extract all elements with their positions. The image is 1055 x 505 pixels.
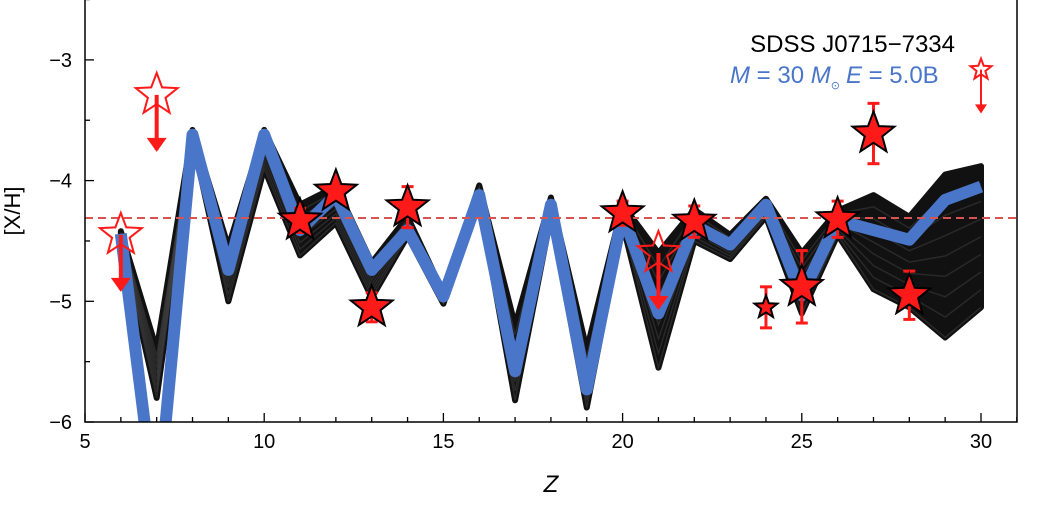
observations xyxy=(97,55,995,330)
upper-limit-arrowhead-icon xyxy=(975,104,987,114)
observation-z7 xyxy=(133,70,181,152)
observation-z26 xyxy=(813,194,862,240)
filled-star-marker-icon xyxy=(383,182,432,228)
x-tick-label: 15 xyxy=(432,431,454,453)
star-name-label: SDSS J0715−7334 xyxy=(750,31,955,58)
open-star-marker-icon xyxy=(967,55,995,81)
x-tick-labels: 5 10 15 20 25 30 xyxy=(79,431,992,453)
filled-star-marker-icon xyxy=(312,166,360,212)
y-tick-labels: −6 −5 −4 −3 xyxy=(49,50,72,434)
model-mass-symbol: M xyxy=(730,62,750,89)
y-tick-label: −4 xyxy=(49,171,72,193)
filled-star-marker-icon xyxy=(751,292,781,320)
observation-z13 xyxy=(348,282,396,328)
model-line xyxy=(114,128,984,422)
observation-z22 xyxy=(670,196,718,242)
y-tick-label: −6 xyxy=(49,412,72,434)
axis-ticks xyxy=(84,0,1018,423)
y-tick-label: −5 xyxy=(49,291,72,313)
x-axis-label: Z xyxy=(543,471,560,498)
filled-star-marker-icon xyxy=(598,188,647,234)
observation-z12 xyxy=(312,166,360,212)
y-tick-label: −3 xyxy=(49,50,72,72)
observation-z25 xyxy=(778,249,826,325)
filled-star-marker-icon xyxy=(885,270,933,316)
x-tick-label: 5 xyxy=(79,431,90,453)
filled-star-marker-icon xyxy=(813,194,862,240)
observation-z27 xyxy=(849,101,898,166)
observation-z30 xyxy=(967,55,995,114)
upper-limit-arrowhead-icon xyxy=(110,277,131,292)
model-line-path xyxy=(114,128,984,422)
model-energy-value: = 5.0B xyxy=(862,62,939,89)
x-tick-label: 20 xyxy=(611,431,633,453)
model-sun-symbol: ⊙ xyxy=(831,80,840,92)
observation-z28 xyxy=(885,269,933,321)
model-label: M = 30 M⊙ E = 5.0B xyxy=(730,62,939,92)
observation-z14 xyxy=(383,182,432,230)
x-tick-label: 25 xyxy=(791,431,813,453)
open-star-marker-icon xyxy=(634,228,683,274)
observation-z11 xyxy=(276,195,324,241)
y-axis-label: [X/H] xyxy=(0,187,25,236)
observation-z20 xyxy=(598,188,647,234)
upper-limit-arrowhead-icon xyxy=(146,137,167,152)
open-star-marker-icon xyxy=(133,70,181,116)
filled-star-marker-icon xyxy=(849,108,898,154)
x-tick-label: 30 xyxy=(970,431,992,453)
filled-star-marker-icon xyxy=(348,282,396,328)
model-msun-symbol: M xyxy=(811,62,831,89)
filled-star-marker-icon xyxy=(276,195,324,241)
filled-star-marker-icon xyxy=(778,261,826,307)
observation-z21 xyxy=(634,228,683,311)
open-star-marker-icon xyxy=(97,210,145,256)
filled-star-marker-icon xyxy=(670,196,718,242)
observation-z24 xyxy=(751,285,781,330)
model-energy-symbol: E xyxy=(846,62,863,89)
model-mass-value: = 30 xyxy=(750,62,811,89)
x-tick-label: 10 xyxy=(253,431,275,453)
upper-limit-arrowhead-icon xyxy=(648,296,669,311)
observation-z6 xyxy=(97,210,145,292)
